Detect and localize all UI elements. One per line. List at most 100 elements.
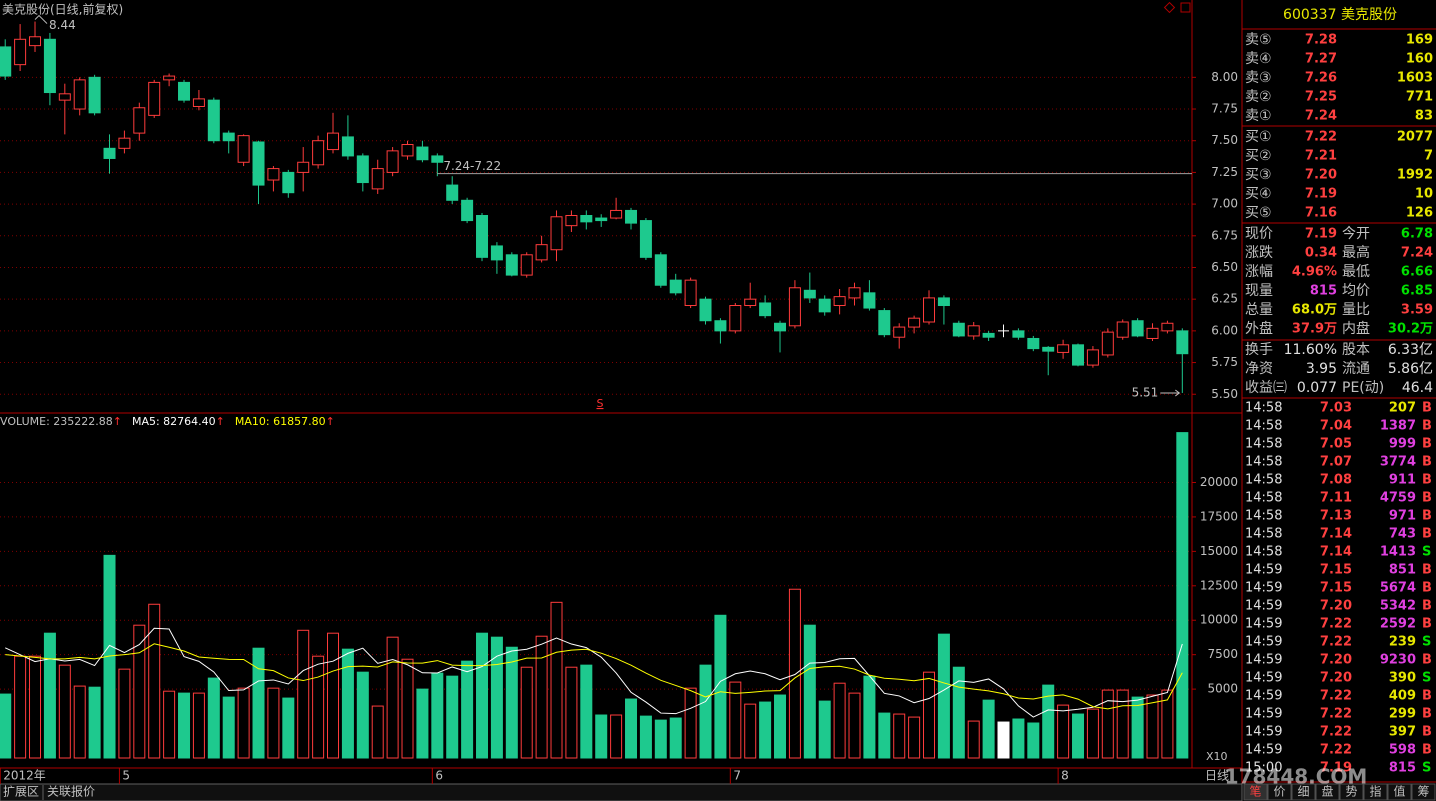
finance-label: 股本 (1342, 342, 1370, 358)
legend-label: VOLUME: 235222.88 (0, 415, 113, 428)
trade-price: 7.14 (1320, 527, 1352, 542)
trade-price: 7.13 (1320, 509, 1352, 524)
stat-value: 7.24 (1401, 246, 1433, 261)
trade-price: 7.03 (1320, 401, 1352, 416)
volume-bar (863, 675, 876, 759)
trade-price: 7.22 (1320, 725, 1352, 740)
stat-label: 总量 (1245, 302, 1273, 318)
x-tick-label: 2012年 (3, 769, 46, 783)
candle-body (669, 279, 682, 294)
book-label: 买① (1245, 129, 1272, 145)
candle-body (744, 298, 757, 307)
candle-body (1161, 322, 1174, 332)
candle-body (684, 279, 697, 307)
candle-body (267, 168, 280, 181)
side-tab[interactable]: 值 (1393, 784, 1405, 799)
volume-bar (982, 699, 995, 759)
side-tab-box[interactable] (1387, 783, 1412, 801)
side-tab[interactable]: 细 (1297, 785, 1309, 799)
side-tab[interactable]: 指 (1369, 784, 1381, 799)
candle-body (565, 215, 578, 227)
volume-bar (684, 687, 697, 759)
candle-body (356, 155, 369, 184)
side-tab-box[interactable] (1339, 783, 1364, 801)
y-tick-label: 8.00 (1211, 70, 1238, 84)
trade-side: B (1422, 491, 1432, 506)
finance-label: 换手 (1245, 341, 1273, 358)
ma10-line (5, 643, 1183, 710)
trade-time: 14:58 (1245, 401, 1282, 416)
side-tab[interactable]: 势 (1345, 785, 1357, 799)
book-volume: 169 (1406, 33, 1433, 48)
candle-body (148, 81, 161, 116)
volume-bar (1176, 432, 1189, 759)
marker: S (597, 397, 604, 410)
volume-bar (1086, 708, 1099, 759)
volume-bar (356, 671, 369, 759)
side-tab[interactable]: 盘 (1321, 784, 1333, 799)
chart-title: 美克股份(日线,前复权) (2, 2, 123, 17)
candle-body (1042, 346, 1055, 352)
volume-bar (580, 664, 593, 759)
side-tab-box[interactable] (1267, 783, 1292, 801)
book-price: 7.22 (1305, 130, 1337, 145)
side-tab[interactable]: 筹 (1417, 785, 1429, 799)
trade-side: B (1422, 689, 1432, 704)
side-tab[interactable]: 价 (1273, 785, 1285, 799)
side-tab[interactable]: 笔 (1249, 784, 1261, 799)
side-tab-box[interactable] (1315, 783, 1340, 801)
trade-price: 7.15 (1320, 581, 1352, 596)
stat-value: 6.66 (1401, 265, 1433, 280)
candle-body (133, 107, 146, 134)
candle-body (43, 38, 56, 94)
volume-bar (1057, 704, 1070, 759)
candle-body (818, 298, 831, 313)
stat-value: 3.59 (1401, 303, 1433, 318)
trade-volume: 5342 (1380, 599, 1416, 614)
bottom-tab[interactable]: 扩展区 (3, 785, 39, 799)
code: 600337 (1283, 7, 1336, 23)
legend-arrow: ↑ (216, 415, 225, 428)
stat-value: 6.78 (1401, 227, 1433, 242)
volume-bar (461, 660, 474, 759)
trade-volume: 9230 (1380, 653, 1416, 668)
y-tick-label: 7.50 (1211, 133, 1238, 147)
candle-body (937, 297, 950, 307)
trade-time: 14:58 (1245, 455, 1282, 470)
trade-side: S (1422, 761, 1431, 776)
candle-body (490, 245, 503, 261)
book-price: 7.20 (1305, 168, 1337, 183)
trade-side: B (1422, 419, 1432, 434)
trade-price: 7.19 (1320, 761, 1352, 776)
volume-bar (327, 632, 340, 759)
trade-volume: 815 (1389, 761, 1416, 776)
icon-square[interactable] (1180, 2, 1191, 13)
icon-diamond[interactable] (1163, 1, 1176, 14)
volume-bar (535, 635, 548, 759)
y-tick-label: 6.75 (1211, 228, 1238, 242)
candle-body (461, 199, 474, 222)
trade-volume: 999 (1389, 437, 1416, 452)
volume-bar (803, 624, 816, 759)
y-tick-label: 20000 (1200, 475, 1238, 489)
side-tab-box[interactable] (1363, 783, 1388, 801)
volume-bar (267, 687, 280, 759)
candle-body (1131, 320, 1144, 337)
trade-volume: 743 (1389, 527, 1416, 542)
finance-value: 6.33亿 (1388, 342, 1433, 358)
x-tick-label: 5 (122, 769, 130, 783)
volume-bar (1027, 722, 1040, 759)
candle-body (893, 326, 906, 338)
side-tab-box[interactable] (1411, 783, 1436, 801)
bottom-tab[interactable]: 关联报价 (47, 784, 95, 799)
side-tab-box[interactable] (1243, 783, 1268, 801)
stat-label: 现量 (1245, 283, 1273, 299)
side-tab-box[interactable] (1291, 783, 1316, 801)
trade-side: S (1422, 545, 1431, 560)
volume-bar (937, 633, 950, 759)
trade-price: 7.11 (1320, 491, 1352, 506)
trade-volume: 3774 (1380, 455, 1416, 470)
candle-body (520, 254, 533, 276)
trade-price: 7.22 (1320, 707, 1352, 722)
